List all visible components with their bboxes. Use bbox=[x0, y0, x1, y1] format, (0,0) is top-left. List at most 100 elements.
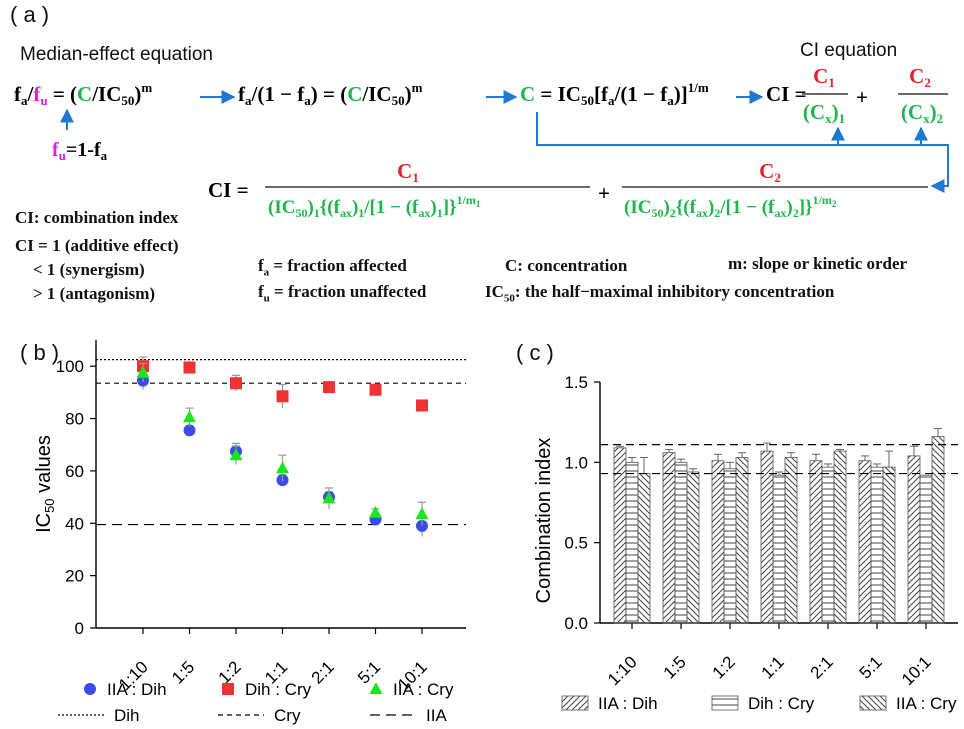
x-tick-label: 5:1 bbox=[856, 652, 886, 682]
bar bbox=[637, 473, 651, 624]
svg-text:C2: C2 bbox=[909, 64, 931, 90]
bar bbox=[809, 460, 823, 624]
legend-swatch bbox=[561, 695, 589, 711]
bar bbox=[735, 457, 749, 624]
data-point bbox=[415, 507, 429, 520]
svg-text:(Cx)1: (Cx)1 bbox=[803, 100, 845, 126]
legend-label: Dih : Cry bbox=[245, 680, 312, 699]
median-effect-title: Median-effect equation bbox=[20, 44, 213, 65]
bar bbox=[772, 474, 786, 624]
x-tick-label: 1:1 bbox=[758, 652, 788, 682]
ci-equation-title: CI equation bbox=[800, 40, 898, 61]
x-tick-label: 2:1 bbox=[807, 652, 837, 682]
data-point bbox=[229, 448, 243, 461]
x-tick-label: 1:5 bbox=[168, 657, 198, 687]
def-ic50: IC50: the half−maximal inhibitory concen… bbox=[485, 282, 835, 305]
svg-text:fa/(1 − fa) = (C/IC50)m: fa/(1 − fa) = (C/IC50)m bbox=[238, 80, 423, 108]
full-ci-equation: CI = C1 (IC50)1{(fax)1/[1 − (fax)1]}1/m1… bbox=[208, 159, 928, 220]
bar bbox=[907, 455, 921, 624]
data-point bbox=[416, 399, 428, 412]
svg-text:C = IC50[fa/(1 − fa)]1/m: C = IC50[fa/(1 − fa)]1/m bbox=[520, 80, 709, 108]
y-tick-label: 100 bbox=[56, 357, 84, 376]
data-point bbox=[230, 377, 242, 390]
def-fa: fa = fraction affected bbox=[258, 256, 407, 279]
svg-text:(IC50)1{(fax)1/[1 − (fax)1]}1/: (IC50)1{(fax)1/[1 − (fax)1]}1/m1 bbox=[268, 193, 481, 220]
svg-text:+: + bbox=[598, 181, 610, 205]
legend-swatch bbox=[859, 695, 887, 711]
panel-a-label: ( a ) bbox=[10, 2, 50, 27]
y-axis-label: Combination index bbox=[533, 438, 555, 604]
x-tick-label: 1:5 bbox=[660, 652, 690, 682]
svg-text:CI =: CI = bbox=[766, 82, 807, 106]
data-point bbox=[369, 505, 382, 518]
data-point bbox=[183, 424, 196, 437]
legend-synergism: < 1 (synergism) bbox=[33, 260, 145, 279]
x-tick-label: 10:1 bbox=[898, 652, 935, 689]
data-point bbox=[276, 390, 289, 403]
legend-label: IIA : Cry bbox=[896, 694, 957, 713]
x-tick-label: 1:10 bbox=[604, 652, 641, 689]
bar bbox=[711, 460, 725, 624]
bar bbox=[760, 450, 774, 624]
bar bbox=[625, 461, 639, 624]
bar bbox=[870, 466, 884, 624]
bar bbox=[858, 460, 872, 624]
data-point bbox=[136, 365, 150, 378]
panel-c-label: ( c ) bbox=[516, 340, 554, 365]
bar bbox=[833, 450, 847, 624]
bar bbox=[784, 457, 798, 624]
bar bbox=[674, 461, 688, 624]
y-axis-label: IC50 values bbox=[33, 435, 57, 533]
legend-ci-additive: CI = 1 (additive effect) bbox=[15, 236, 179, 255]
x-tick-label: 1:2 bbox=[709, 652, 739, 682]
x-tick-label: 5:1 bbox=[354, 657, 384, 687]
svg-text:+: + bbox=[856, 85, 868, 109]
def-c: C: concentration bbox=[505, 256, 628, 275]
svg-text:CI =: CI = bbox=[208, 178, 249, 202]
svg-text:C1: C1 bbox=[397, 159, 419, 185]
y-tick-label: 40 bbox=[65, 514, 84, 533]
legend-swatch bbox=[711, 695, 739, 711]
data-point bbox=[183, 361, 196, 374]
legend-label: Dih bbox=[114, 706, 140, 725]
bar bbox=[723, 468, 737, 624]
data-point bbox=[276, 461, 289, 474]
bar bbox=[686, 471, 700, 624]
bar bbox=[821, 466, 835, 624]
data-point bbox=[369, 383, 382, 396]
data-point bbox=[323, 381, 335, 394]
y-tick-label: 20 bbox=[65, 567, 84, 586]
combination-index-chart: 0.0 0.5 1.0 1.5 Combination index 1:10 1:5 1:2 1… bbox=[533, 373, 958, 713]
svg-text:(Cx)2: (Cx)2 bbox=[901, 100, 943, 126]
svg-text:C1: C1 bbox=[813, 64, 835, 90]
x-tick-label: 2:1 bbox=[308, 657, 338, 687]
panel-b-label: ( b ) bbox=[20, 340, 60, 365]
y-tick-label: 0.0 bbox=[564, 614, 588, 633]
data-point bbox=[322, 491, 336, 504]
y-tick-label: 1.5 bbox=[564, 373, 588, 392]
bar bbox=[662, 452, 676, 624]
y-tick-label: 80 bbox=[65, 410, 84, 429]
y-tick-label: 0 bbox=[75, 619, 84, 638]
legend-marker bbox=[84, 683, 96, 695]
svg-text:(IC50)2{(fax)2/[1 − (fax)2]}1/: (IC50)2{(fax)2/[1 − (fax)2]}1/m2 bbox=[624, 193, 837, 220]
bar bbox=[882, 466, 896, 624]
fu-note: fu=1-fa bbox=[52, 139, 108, 163]
y-tick-label: 1.0 bbox=[564, 453, 588, 472]
legend-label: Cry bbox=[274, 706, 301, 725]
legend-label: IIA : Dih bbox=[107, 680, 167, 699]
def-fu: fu = fraction unaffected bbox=[258, 282, 427, 305]
median-effect-equation: fa/fu = (C/IC50)m fa/(1 − fa) = (C/IC50)… bbox=[14, 64, 948, 126]
bar bbox=[931, 436, 945, 624]
equation-diagram: fa/fu = (C/IC50)m fa/(1 − fa) = (C/IC50)… bbox=[14, 64, 949, 220]
legend-marker bbox=[369, 682, 383, 694]
legend-label: IIA bbox=[426, 706, 447, 725]
legend-label: Dih : Cry bbox=[748, 694, 815, 713]
legend-label: IIA : Cry bbox=[393, 680, 454, 699]
connector-line bbox=[536, 112, 949, 193]
svg-text:fa/fu = (C/IC50)m: fa/fu = (C/IC50)m bbox=[14, 80, 152, 108]
legend-ci: CI: combination index bbox=[15, 208, 179, 227]
legend-marker bbox=[222, 683, 234, 695]
legend-antagonism: > 1 (antagonism) bbox=[33, 284, 156, 303]
